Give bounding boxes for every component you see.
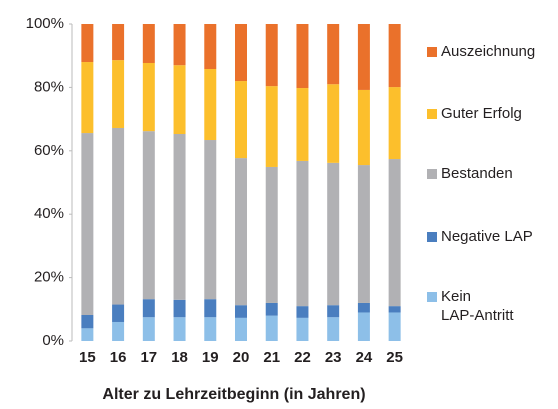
bar-segment [235, 81, 247, 159]
bar-segment [204, 140, 217, 300]
legend-label: Guter Erfolg [441, 105, 522, 122]
bar-segment [142, 317, 155, 341]
bar-segment [296, 306, 309, 318]
bar-segment [112, 321, 125, 341]
legend-swatch [427, 169, 437, 179]
legend-label: Bestanden [441, 165, 513, 182]
bar-segment [357, 312, 370, 341]
bar-segment [388, 24, 401, 88]
bar-segment [173, 24, 186, 66]
bar-segment [265, 315, 278, 341]
bar-segment [296, 88, 309, 161]
x-tick-label: 23 [325, 349, 342, 366]
y-tick-label: 40% [34, 205, 64, 222]
bar-segment [388, 159, 401, 307]
bar-segment [142, 299, 155, 318]
bar-segment [204, 69, 217, 141]
bar-segment [204, 24, 217, 70]
bar-segment [81, 133, 94, 316]
bar-segment [388, 87, 401, 160]
bar-segment [142, 62, 155, 132]
legend-swatch [427, 109, 437, 119]
bar-segment [296, 160, 309, 307]
bar-segment [204, 317, 217, 341]
x-tick-label: 24 [356, 349, 373, 366]
bar-segment [81, 315, 94, 329]
bar-segment [81, 328, 94, 341]
bar-segment [265, 24, 278, 87]
bar-segment [357, 302, 370, 313]
bar-segment [296, 24, 309, 89]
x-tick-label: 22 [294, 349, 311, 366]
bar-segment [327, 317, 340, 341]
bar-segment [173, 65, 186, 134]
bar-segment [357, 89, 370, 166]
y-tick-label: 80% [34, 78, 64, 95]
bar-segment [235, 24, 247, 82]
bar-segment [204, 299, 217, 318]
bar-segment [327, 84, 340, 163]
legend-swatch [427, 47, 437, 57]
bar-segment [296, 317, 309, 341]
bar-segment [81, 24, 94, 63]
bar-segment [265, 166, 278, 303]
bar-segment [235, 158, 247, 306]
bar-segment [173, 299, 186, 318]
x-tick-label: 19 [202, 349, 219, 366]
bar-segment [357, 165, 370, 303]
bar-segment [112, 24, 125, 61]
x-axis-title: Alter zu Lehrzeitbeginn (in Jahren) [102, 386, 365, 403]
bar-segment [265, 86, 278, 167]
bar-segment [173, 133, 186, 300]
x-tick-label: 18 [171, 349, 188, 366]
y-tick-label: 0% [42, 332, 64, 349]
y-tick-label: 60% [34, 142, 64, 159]
bar-segment [327, 162, 340, 306]
bar-segment [388, 312, 401, 341]
y-tick-label: 100% [26, 15, 64, 32]
legend-swatch [427, 232, 437, 242]
legend-swatch [427, 292, 437, 302]
bar-segment [327, 24, 340, 85]
x-tick-label: 21 [263, 349, 280, 366]
bar-segment [112, 127, 125, 305]
bar-segment [235, 305, 247, 318]
x-tick-label: 17 [140, 349, 157, 366]
bar-segment [388, 306, 401, 313]
bar-segment [265, 302, 278, 316]
bar-segment [235, 317, 247, 341]
legend-label: Kein LAP-Antritt [441, 288, 514, 324]
bar-segment [173, 317, 186, 341]
legend-label: Negative LAP [441, 228, 533, 245]
bar-segment [327, 305, 340, 318]
x-tick-label: 16 [110, 349, 127, 366]
x-tick-label: 15 [79, 349, 96, 366]
x-tick-label: 20 [233, 349, 250, 366]
x-tick-label: 25 [386, 349, 403, 366]
y-tick-label: 20% [34, 269, 64, 286]
bar-segment [357, 24, 370, 90]
bar-segment [112, 304, 125, 322]
bar-segment [81, 62, 94, 134]
bar-segment [142, 24, 155, 63]
legend-label: Auszeichnung [441, 43, 535, 60]
bar-segment [112, 60, 125, 128]
bar-segment [142, 131, 155, 300]
